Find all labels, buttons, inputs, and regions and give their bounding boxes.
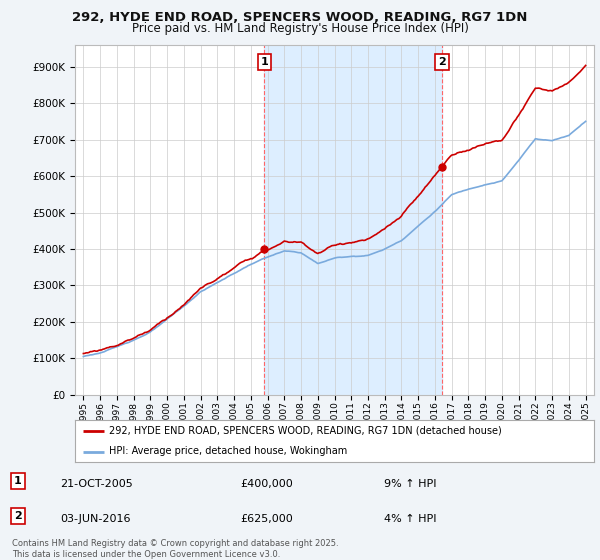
Text: £400,000: £400,000 [240,479,293,489]
Text: 1: 1 [14,476,22,486]
Text: 292, HYDE END ROAD, SPENCERS WOOD, READING, RG7 1DN (detached house): 292, HYDE END ROAD, SPENCERS WOOD, READI… [109,426,502,436]
Text: 1: 1 [260,57,268,67]
Text: HPI: Average price, detached house, Wokingham: HPI: Average price, detached house, Woki… [109,446,347,456]
Text: 292, HYDE END ROAD, SPENCERS WOOD, READING, RG7 1DN: 292, HYDE END ROAD, SPENCERS WOOD, READI… [73,11,527,24]
Text: £625,000: £625,000 [240,514,293,524]
Text: Contains HM Land Registry data © Crown copyright and database right 2025.
This d: Contains HM Land Registry data © Crown c… [12,539,338,559]
Text: Price paid vs. HM Land Registry's House Price Index (HPI): Price paid vs. HM Land Registry's House … [131,22,469,35]
Text: 2: 2 [14,511,22,521]
Text: 03-JUN-2016: 03-JUN-2016 [60,514,131,524]
Text: 4% ↑ HPI: 4% ↑ HPI [384,514,437,524]
Text: 21-OCT-2005: 21-OCT-2005 [60,479,133,489]
Text: 2: 2 [438,57,446,67]
Text: 9% ↑ HPI: 9% ↑ HPI [384,479,437,489]
Bar [264,45,442,395]
